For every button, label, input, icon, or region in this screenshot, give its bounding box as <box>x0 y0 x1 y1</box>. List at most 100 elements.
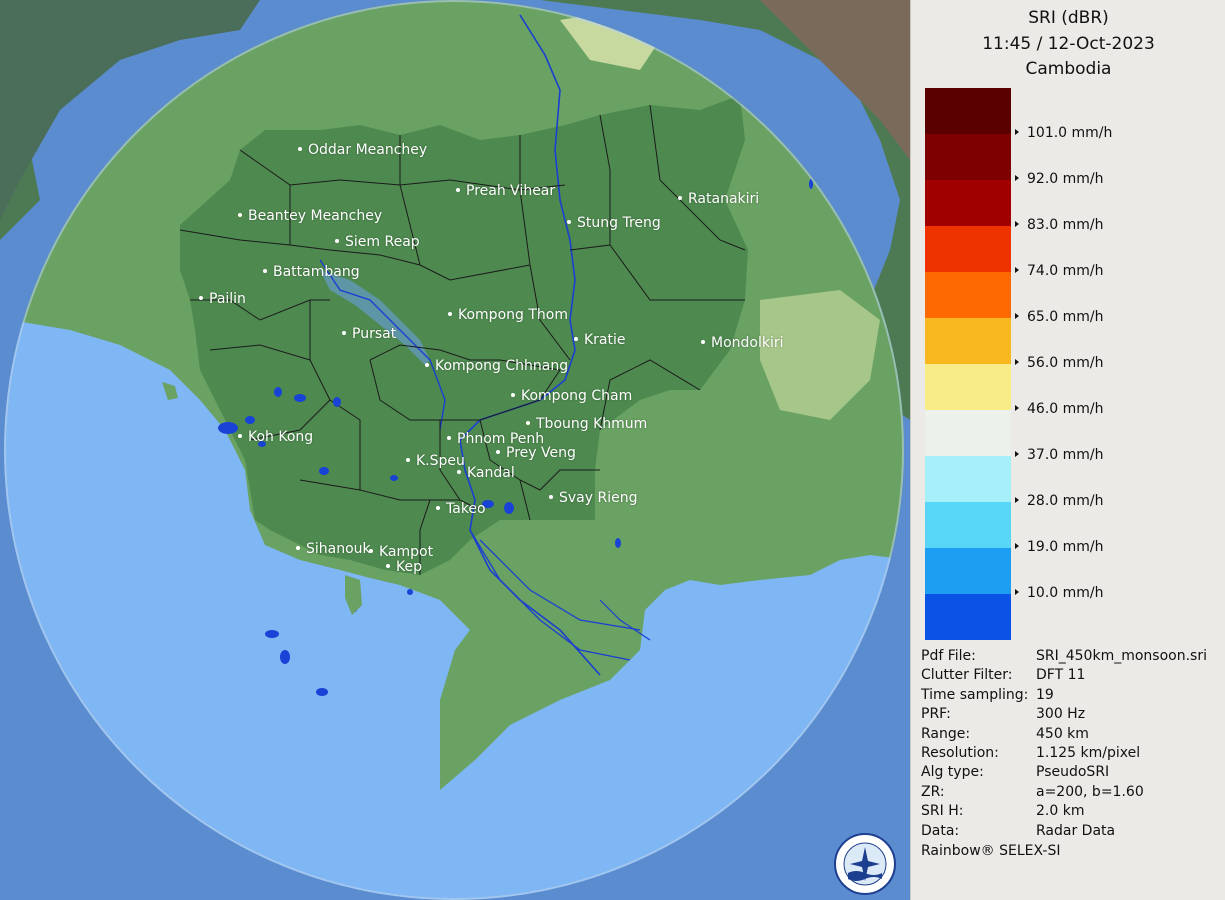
city-label[interactable]: Kandal <box>457 465 515 481</box>
metadata-label: Time sampling: <box>921 686 1029 703</box>
city-name: Takeo <box>446 501 486 517</box>
city-dot-icon <box>335 239 339 243</box>
tick-marker-icon <box>1015 267 1019 273</box>
city-label[interactable]: Pursat <box>342 326 396 342</box>
city-name: Svay Rieng <box>559 490 638 506</box>
legend-swatch <box>925 364 1011 410</box>
city-label[interactable]: Kompong Chhnang <box>425 358 568 374</box>
city-label[interactable]: K.Speu <box>406 453 465 469</box>
legend-tick: 92.0 mm/h <box>1015 171 1104 187</box>
metadata-value: 2.0 km <box>1036 803 1085 820</box>
city-name: Tboung Khmum <box>536 416 648 432</box>
city-label[interactable]: Svay Rieng <box>549 490 637 506</box>
city-dot-icon <box>238 434 242 438</box>
city-name: Oddar Meanchey <box>308 142 428 158</box>
legend-tick-label: 83.0 mm/h <box>1027 217 1104 233</box>
tonle-sap <box>320 270 430 365</box>
city-name: Koh Kong <box>248 429 314 445</box>
legend-swatch <box>925 134 1011 180</box>
city-label[interactable]: Takeo <box>436 501 486 517</box>
city-dot-icon <box>406 458 410 462</box>
city-name: Mondolkiri <box>711 335 784 351</box>
metadata-label: Data: <box>921 822 960 839</box>
metadata-label: SRI H: <box>921 803 964 820</box>
tick-marker-icon <box>1015 175 1019 181</box>
legend-tick: 74.0 mm/h <box>1015 263 1104 279</box>
tick-marker-icon <box>1015 543 1019 549</box>
city-label[interactable]: Tboung Khmum <box>526 416 647 432</box>
city-dot-icon <box>386 564 390 568</box>
city-name: Preah Vihear <box>466 183 556 199</box>
city-dot-icon <box>574 337 578 341</box>
cambodia-territory <box>180 95 748 575</box>
city-label[interactable]: Stung Treng <box>567 215 661 231</box>
city-label[interactable]: Kompong Cham <box>511 388 632 404</box>
city-name: Pailin <box>209 291 246 307</box>
metadata-value: DFT 11 <box>1036 667 1086 684</box>
legend-tick-label: 28.0 mm/h <box>1027 493 1104 509</box>
metadata-label: Clutter Filter: <box>921 667 1013 684</box>
city-label[interactable]: Prey Veng <box>496 445 576 461</box>
city-name: Sihanouk <box>306 541 371 557</box>
city-dot-icon <box>448 312 452 316</box>
outer-hills-ne <box>760 0 910 160</box>
city-dot-icon <box>456 188 460 192</box>
city-label[interactable]: Sihanouk <box>296 541 371 557</box>
city-name: Battambang <box>273 264 360 280</box>
region-title: Cambodia <box>1025 59 1112 79</box>
city-name: Kandal <box>467 465 515 481</box>
city-label[interactable]: Battambang <box>263 264 360 280</box>
legend-tick: 28.0 mm/h <box>1015 493 1104 509</box>
city-name: Phnom Penh <box>457 431 545 447</box>
city-name: Pursat <box>352 326 397 342</box>
city-name: Kratie <box>584 332 626 348</box>
city-name: Stung Treng <box>577 215 661 231</box>
color-scale <box>925 88 1011 640</box>
legend-tick-label: 56.0 mm/h <box>1027 355 1104 371</box>
city-dot-icon <box>447 436 451 440</box>
city-label[interactable]: Kampot <box>369 544 433 560</box>
outer-land-nw <box>0 0 260 220</box>
metadata-value: 300 Hz <box>1036 706 1086 723</box>
city-name: K.Speu <box>416 453 465 469</box>
city-name: Kep <box>396 559 422 575</box>
city-dot-icon <box>567 220 571 224</box>
city-dot-icon <box>298 147 302 151</box>
legend-swatch <box>925 226 1011 272</box>
legend-tick-label: 10.0 mm/h <box>1027 585 1104 601</box>
tick-marker-icon <box>1015 451 1019 457</box>
city-label[interactable]: Preah Vihear <box>456 183 555 199</box>
city-label[interactable]: Kep <box>386 559 422 575</box>
metadata-label: Range: <box>921 725 971 742</box>
city-label[interactable]: Beantey Meanchey <box>238 208 382 224</box>
city-label[interactable]: Mondolkiri <box>701 335 784 351</box>
city-label[interactable]: Siem Reap <box>335 234 420 250</box>
tick-marker-icon <box>1015 497 1019 503</box>
city-label[interactable]: Kompong Thom <box>448 307 568 323</box>
metadata-value: a=200, b=1.60 <box>1036 783 1144 800</box>
legend-tick-label: 101.0 mm/h <box>1027 125 1113 141</box>
city-label[interactable]: Kratie <box>574 332 626 348</box>
city-dot-icon <box>678 196 682 200</box>
city-label[interactable]: Ratanakiri <box>678 191 759 207</box>
city-label[interactable]: Oddar Meanchey <box>298 142 427 158</box>
legend-tick: 10.0 mm/h <box>1015 585 1104 601</box>
city-label[interactable]: Pailin <box>199 291 246 307</box>
city-dot-icon <box>342 331 346 335</box>
legend-tick-label: 37.0 mm/h <box>1027 447 1104 463</box>
footer-credit: Rainbow® SELEX-SI <box>921 843 1061 859</box>
province-borders <box>179 104 746 575</box>
product-title: SRI (dBR) <box>1028 8 1109 28</box>
city-dot-icon <box>369 549 373 553</box>
radar-map[interactable]: Oddar Meanchey Preah Vihear Ratanakiri Bean… <box>0 0 910 900</box>
city-label[interactable]: Koh Kong <box>238 429 313 445</box>
metadata-label: Alg type: <box>921 764 984 781</box>
agency-logo-icon <box>834 833 896 895</box>
legend-tick: 65.0 mm/h <box>1015 309 1104 325</box>
tick-marker-icon <box>1015 221 1019 227</box>
highland-east <box>760 290 880 420</box>
legend-swatch <box>925 594 1011 640</box>
legend-tick: 83.0 mm/h <box>1015 217 1104 233</box>
metadata-label: Resolution: <box>921 744 999 761</box>
city-label[interactable]: Phnom Penh <box>447 431 544 447</box>
